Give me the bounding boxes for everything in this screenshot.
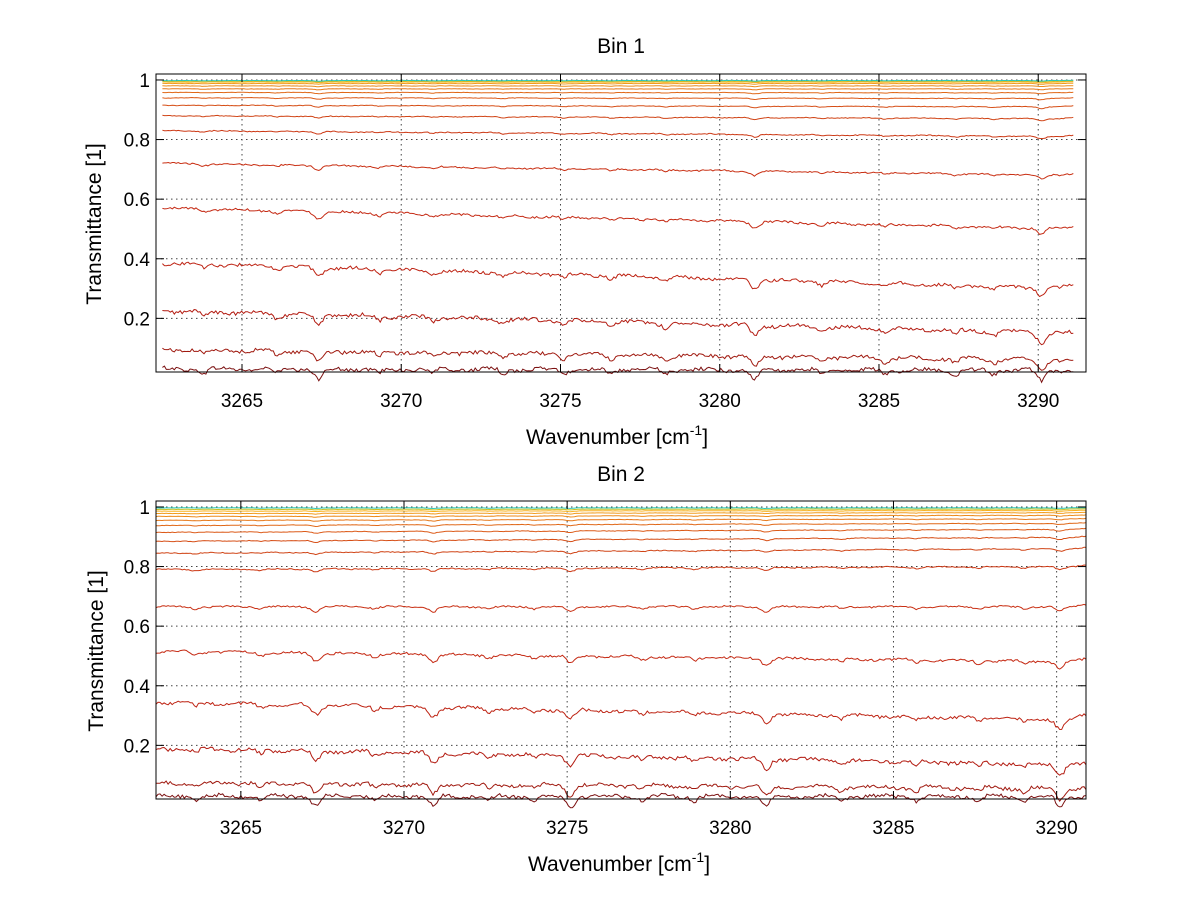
series-line-trace-15 (162, 81, 1074, 84)
grid (156, 501, 1086, 799)
x-tick-label: 3285 (872, 818, 914, 839)
y-tick-label: 0.6 (124, 617, 150, 638)
series-line-trace-13 (155, 514, 1087, 518)
y-axis-label: Transmittance [1] (83, 143, 106, 304)
series-line-trace-03 (162, 309, 1074, 346)
series-line-trace-09 (162, 104, 1074, 110)
series-line-trace-12 (155, 517, 1087, 522)
x-axis-label: Wavenumber [cm-1] (528, 849, 710, 876)
y-axis: 0.2 0.4 0.6 0.8 1 (124, 71, 1086, 330)
series-line-trace-06 (162, 161, 1074, 180)
y-tick-label: 0.2 (124, 309, 150, 330)
y-tick-label: 0.2 (124, 736, 150, 757)
series-line-trace-15 (155, 509, 1087, 513)
x-axis-label: Wavenumber [cm-1] (526, 422, 708, 449)
series-line-trace-08 (162, 114, 1074, 122)
panel-bin-2: Bin 2 3265 3270 3275 3280 3285 3290 0.2 0.4 0.6… (85, 463, 1087, 876)
x-axis-label-superscript: -1 (690, 422, 703, 438)
x-tick-label: 3265 (221, 391, 263, 412)
series-line-trace-12 (162, 88, 1074, 91)
series-line-trace-02 (156, 780, 1087, 802)
y-tick-label: 0.6 (124, 190, 150, 211)
series-group (155, 507, 1087, 809)
x-axis-label-superscript: -1 (692, 849, 705, 865)
series-line-trace-17 (162, 79, 1074, 82)
x-axis-label-main: Wavenumber [cm (528, 853, 692, 876)
series-line-trace-05 (155, 649, 1087, 670)
x-axis-label-main: Wavenumber [cm (526, 426, 690, 449)
series-line-trace-07 (162, 129, 1074, 140)
x-axis-label-bracket: ] (704, 853, 710, 876)
x-tick-label: 3285 (858, 391, 900, 412)
series-line-trace-04 (155, 700, 1087, 731)
x-axis-label-bracket: ] (702, 426, 708, 449)
chart-title: Bin 1 (597, 35, 645, 58)
y-axis-label: Transmittance [1] (85, 570, 108, 731)
x-tick-label: 3290 (1017, 391, 1059, 412)
series-line-trace-16 (155, 508, 1087, 511)
y-tick-label: 0.8 (124, 558, 150, 579)
x-tick-label: 3270 (380, 391, 422, 412)
y-tick-label: 1 (139, 498, 150, 519)
chart-title: Bin 2 (597, 463, 645, 486)
series-line-trace-05 (162, 206, 1074, 235)
y-axis: 0.2 0.4 0.6 0.8 1 (124, 498, 1086, 757)
panel-bin-1: Bin 1 3265 3270 3275 3280 3285 3290 0.2 0.4 0.6… (83, 35, 1087, 449)
x-tick-label: 3275 (546, 818, 588, 839)
x-tick-label: 3280 (709, 818, 751, 839)
series-line-trace-08 (155, 546, 1087, 556)
y-tick-label: 0.4 (124, 677, 151, 698)
series-line-trace-14 (156, 511, 1087, 515)
plot-frame (155, 500, 1087, 800)
series-line-trace-01 (155, 792, 1087, 809)
series-line-trace-17 (155, 507, 1087, 510)
series-line-trace-01 (162, 365, 1074, 384)
series-line-trace-09 (155, 535, 1087, 544)
series-line-trace-13 (162, 85, 1074, 88)
x-tick-label: 3275 (539, 391, 581, 412)
grid (156, 74, 1086, 372)
series-line-trace-11 (162, 91, 1074, 95)
x-tick-label: 3290 (1035, 818, 1077, 839)
series-group (162, 79, 1074, 384)
series-line-trace-02 (162, 347, 1074, 371)
series-line-trace-10 (155, 527, 1087, 534)
x-tick-label: 3270 (383, 818, 425, 839)
series-line-trace-03 (155, 746, 1087, 776)
x-axis: 3265 3270 3275 3280 3285 3290 (220, 501, 1078, 839)
series-line-trace-06 (155, 603, 1087, 614)
series-line-trace-11 (156, 522, 1087, 528)
series-line-trace-04 (162, 261, 1074, 298)
y-tick-label: 0.4 (124, 250, 151, 271)
series-line-trace-07 (155, 564, 1087, 573)
y-tick-label: 0.8 (124, 131, 150, 152)
x-tick-label: 3265 (220, 818, 262, 839)
x-axis: 3265 3270 3275 3280 3285 3290 (221, 74, 1059, 412)
series-line-trace-10 (162, 96, 1074, 101)
y-tick-label: 1 (139, 71, 150, 92)
x-tick-label: 3280 (699, 391, 741, 412)
series-line-trace-14 (162, 82, 1074, 85)
plot-frame (155, 73, 1087, 373)
